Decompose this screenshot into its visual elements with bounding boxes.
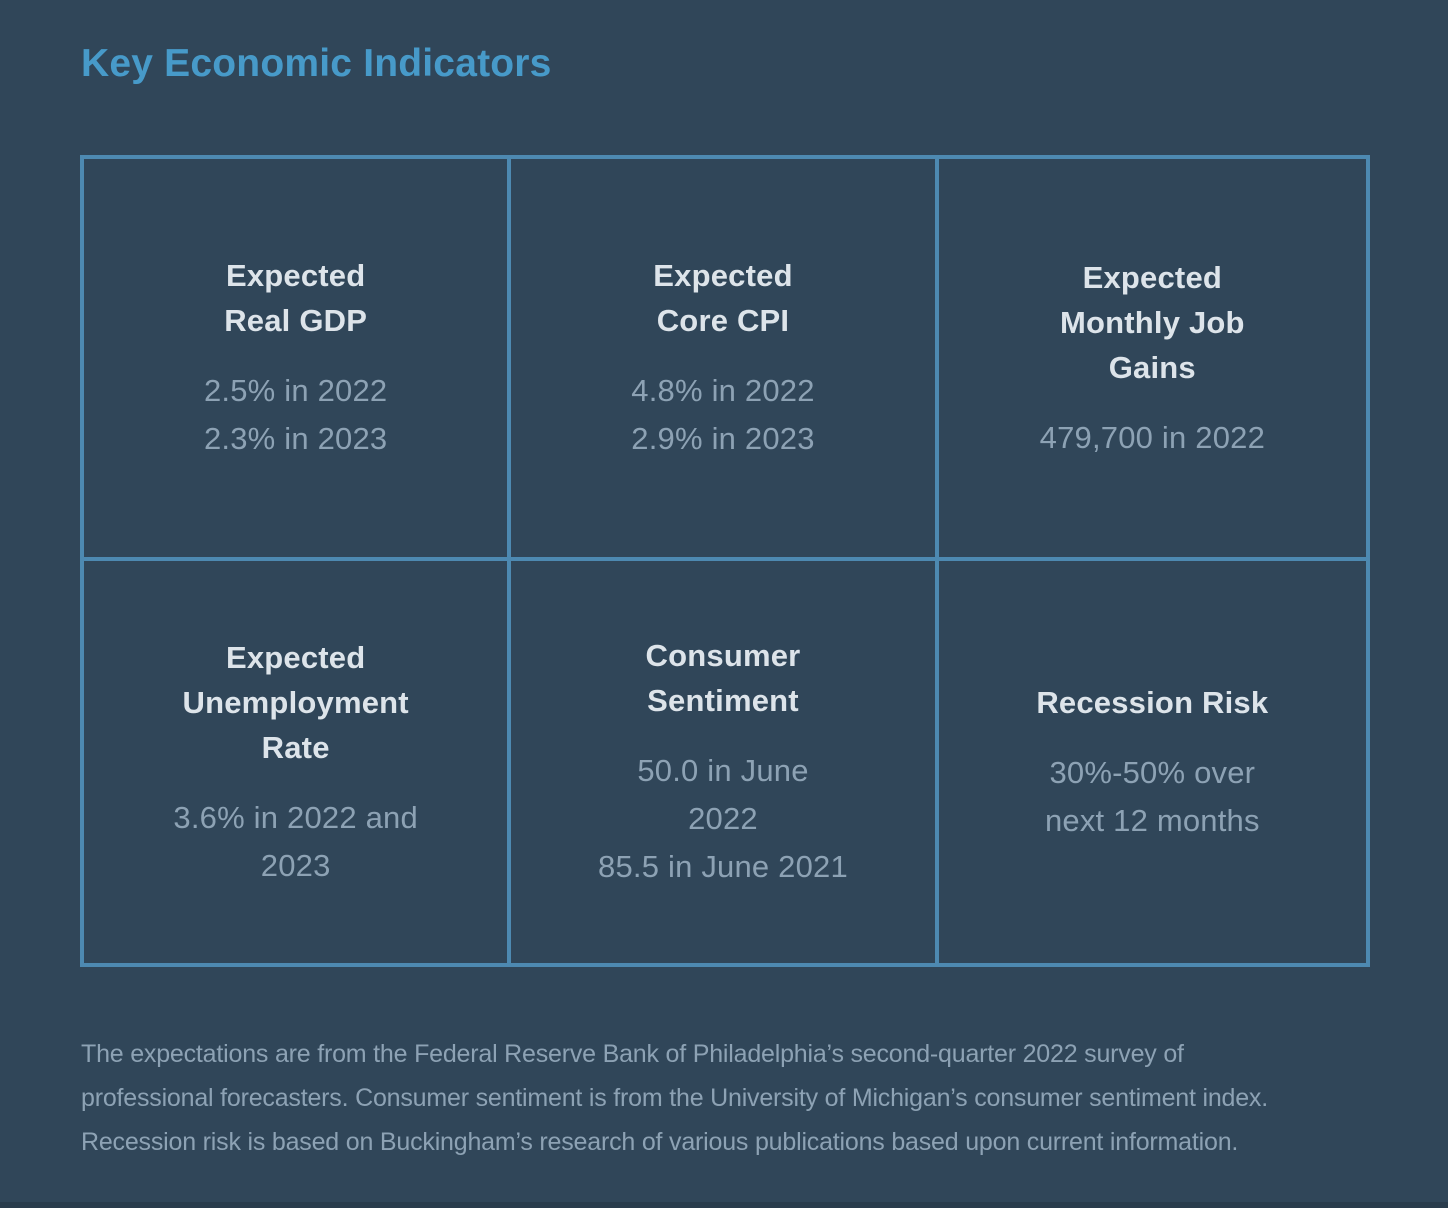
heading-line: Rate bbox=[261, 729, 330, 765]
indicator-values: 3.6% in 2022 and 2023 bbox=[173, 794, 418, 890]
footnote-line: Recession risk is based on Buckingham’s … bbox=[81, 1128, 1239, 1156]
indicator-cell-expected-core-cpi: Expected Core CPI 4.8% in 2022 2.9% in 2… bbox=[511, 159, 939, 561]
indicator-value: 2022 bbox=[688, 801, 758, 836]
footnote-line: professional forecasters. Consumer senti… bbox=[81, 1084, 1268, 1112]
indicator-heading: Consumer Sentiment bbox=[646, 633, 801, 723]
heading-line: Real GDP bbox=[224, 303, 368, 338]
indicator-value: 4.8% in 2022 bbox=[631, 373, 815, 408]
indicator-values: 4.8% in 2022 2.9% in 2023 bbox=[631, 367, 814, 463]
indicator-cell-consumer-sentiment: Consumer Sentiment 50.0 in June 2022 85.… bbox=[511, 561, 939, 963]
indicator-values: 2.5% in 2022 2.3% in 2023 bbox=[204, 367, 387, 463]
indicator-value: 3.6% in 2022 and bbox=[173, 799, 418, 835]
indicator-value: 479,700 in 2022 bbox=[1039, 419, 1266, 455]
indicator-value: 2023 bbox=[260, 847, 331, 883]
indicator-heading: Expected Monthly Job Gains bbox=[1060, 255, 1245, 390]
indicator-cell-expected-monthly-job-gains: Expected Monthly Job Gains 479,700 in 20… bbox=[938, 159, 1366, 561]
indicator-value: 2.9% in 2023 bbox=[631, 421, 815, 456]
indicator-heading: Expected Real GDP bbox=[224, 253, 367, 343]
bottom-edge-shadow bbox=[0, 1202, 1448, 1208]
heading-line: Gains bbox=[1108, 349, 1196, 385]
page-title: Key Economic Indicators bbox=[81, 42, 552, 85]
indicator-value: 30%-50% over bbox=[1049, 754, 1256, 790]
heading-line: Sentiment bbox=[647, 683, 799, 718]
indicator-heading: Expected Core CPI bbox=[653, 253, 792, 343]
indicator-value: 2.5% in 2022 bbox=[203, 373, 388, 408]
indicators-table: Expected Real GDP 2.5% in 2022 2.3% in 2… bbox=[80, 155, 1370, 967]
indicator-values: 30%-50% over next 12 months bbox=[1045, 749, 1260, 845]
indicator-value: 2.3% in 2023 bbox=[203, 421, 388, 456]
heading-line: Unemployment bbox=[182, 684, 409, 720]
heading-line: Recession Risk bbox=[1036, 684, 1269, 720]
heading-line: Core CPI bbox=[656, 303, 790, 338]
heading-line: Consumer bbox=[645, 638, 801, 673]
indicator-cell-recession-risk: Recession Risk 30%-50% over next 12 mont… bbox=[939, 561, 1366, 963]
heading-line: Expected bbox=[653, 258, 793, 293]
footnote-line: The expectations are from the Federal Re… bbox=[81, 1040, 1184, 1068]
indicator-values: 50.0 in June 2022 85.5 in June 2021 bbox=[598, 747, 848, 891]
heading-line: Monthly Job bbox=[1059, 304, 1245, 340]
footnote: The expectations are from the Federal Re… bbox=[81, 1032, 1268, 1164]
indicator-heading: Expected Unemployment Rate bbox=[183, 635, 409, 770]
indicator-value: next 12 months bbox=[1044, 802, 1260, 838]
indicator-cell-expected-unemployment-rate: Expected Unemployment Rate 3.6% in 2022 … bbox=[84, 561, 512, 963]
heading-line: Expected bbox=[1082, 259, 1223, 295]
indicator-value: 50.0 in June bbox=[637, 753, 809, 788]
indicator-cell-expected-real-gdp: Expected Real GDP 2.5% in 2022 2.3% in 2… bbox=[84, 159, 512, 561]
heading-line: Expected bbox=[225, 258, 366, 293]
heading-line: Expected bbox=[225, 639, 366, 675]
indicator-heading: Recession Risk bbox=[1036, 680, 1268, 725]
indicator-values: 479,700 in 2022 bbox=[1040, 414, 1265, 462]
indicator-value: 85.5 in June 2021 bbox=[598, 849, 848, 884]
